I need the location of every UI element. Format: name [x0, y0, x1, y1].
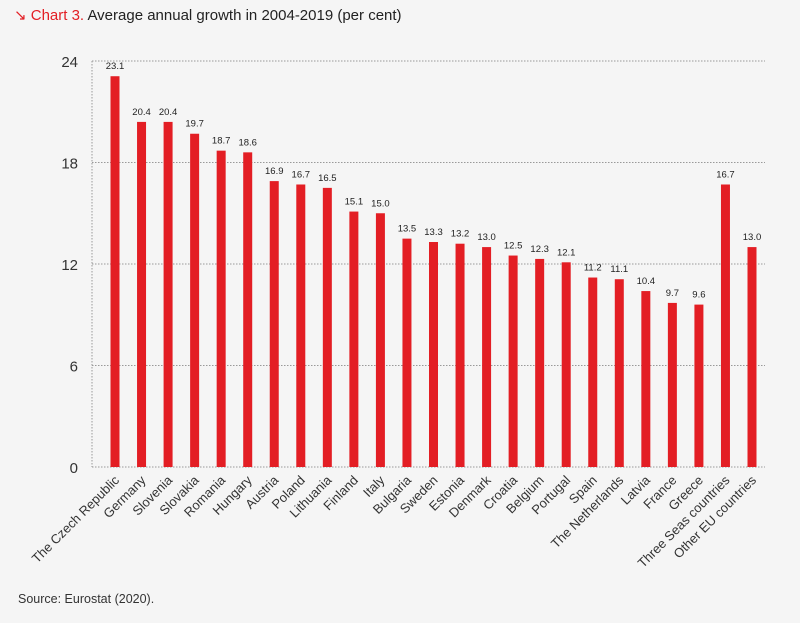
y-tick-label: 18	[61, 156, 78, 173]
source-note: Source: Eurostat (2020).	[18, 592, 155, 606]
bar	[402, 238, 412, 467]
data-label: 16.7	[716, 169, 735, 180]
data-label: 13.0	[743, 232, 762, 243]
bar	[296, 184, 306, 467]
data-label: 23.1	[106, 61, 125, 72]
data-label: 20.4	[132, 107, 151, 118]
bar	[561, 262, 571, 467]
bar	[588, 277, 598, 467]
data-label: 16.7	[292, 169, 311, 180]
bar	[216, 150, 226, 468]
y-tick-label: 24	[61, 54, 78, 71]
bar	[667, 302, 677, 467]
bar	[243, 152, 253, 467]
data-label: 18.7	[212, 136, 231, 147]
data-label: 12.5	[504, 241, 523, 252]
bar	[508, 255, 518, 467]
data-label: 13.5	[398, 224, 417, 235]
bar	[720, 184, 730, 467]
data-label: 13.2	[451, 229, 470, 240]
bar	[137, 121, 147, 468]
y-tick-label: 12	[61, 257, 78, 274]
bar	[694, 304, 704, 467]
data-label: 15.0	[371, 198, 390, 209]
data-label: 12.3	[530, 244, 549, 255]
bar	[163, 121, 173, 468]
bar	[747, 247, 757, 467]
bar	[455, 243, 465, 467]
data-label: 15.1	[345, 197, 364, 208]
data-label: 16.9	[265, 166, 284, 177]
bar	[641, 291, 651, 467]
y-tick-label: 6	[70, 359, 78, 376]
bar	[535, 258, 545, 467]
bar	[190, 133, 200, 467]
bar	[614, 279, 624, 467]
chart-title-text: Average annual growth in 2004-2019 (per …	[87, 7, 402, 24]
data-label: 9.7	[666, 288, 679, 299]
bar	[375, 213, 385, 467]
data-label: 13.3	[424, 227, 443, 238]
data-label: 19.7	[185, 119, 204, 130]
data-label: 20.4	[159, 107, 178, 118]
data-label: 11.1	[610, 264, 628, 275]
data-label: 11.2	[584, 263, 602, 274]
bar	[349, 211, 359, 467]
data-label: 12.1	[557, 247, 576, 258]
data-label: 16.5	[318, 173, 337, 184]
data-label: 18.6	[238, 137, 257, 148]
bar	[110, 76, 120, 467]
data-label: 10.4	[637, 276, 656, 287]
chart-title: ↘ Chart 3. Average annual growth in 2004…	[14, 6, 402, 24]
bar	[269, 181, 279, 467]
data-label: 9.6	[692, 290, 705, 301]
bar	[429, 242, 438, 467]
y-tick-label: 0	[70, 460, 78, 477]
data-label: 13.0	[477, 232, 496, 243]
bar	[322, 187, 332, 467]
chart-number: ↘ Chart 3.	[14, 7, 85, 24]
bar	[482, 247, 492, 467]
